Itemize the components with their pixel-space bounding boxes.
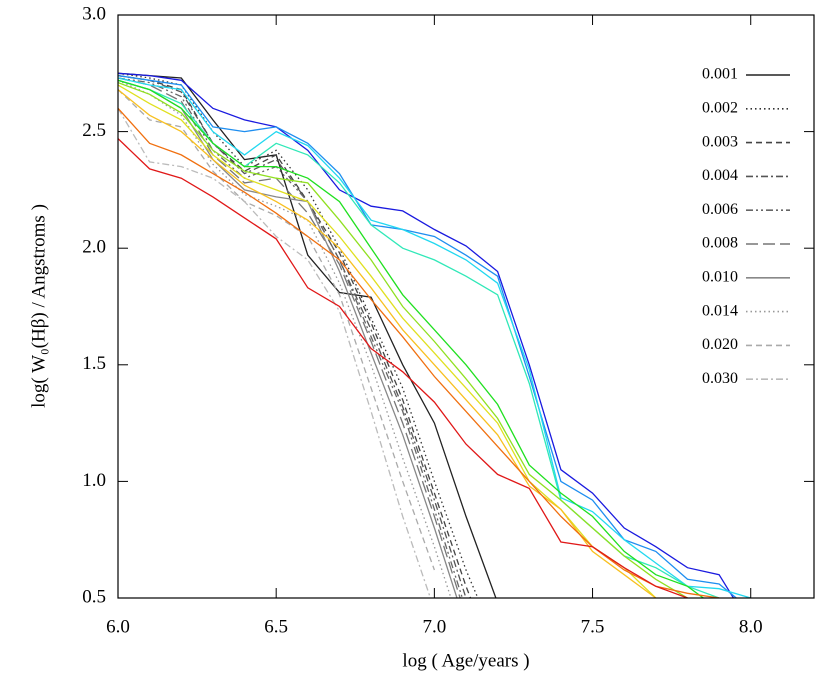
model-line-gray (118, 107, 432, 598)
legend-label: 0.004 (702, 167, 738, 184)
model-line-gray (118, 77, 463, 598)
legend-label: 0.008 (702, 235, 738, 252)
legend-label: 0.001 (702, 66, 738, 83)
model-line-gray (118, 89, 436, 571)
y-tick-label: 2.5 (82, 120, 106, 141)
model-line (118, 89, 658, 598)
legend-label: 0.002 (702, 99, 738, 116)
model-line-gray (118, 77, 461, 598)
model-line (118, 107, 720, 598)
x-tick-label: 6.0 (106, 616, 130, 637)
x-axis-label: log ( Age/years ) (402, 650, 529, 671)
x-tick-label: 6.5 (264, 616, 288, 637)
x-tick-label: 8.0 (739, 616, 763, 637)
model-line (118, 84, 658, 598)
legend-label: 0.014 (702, 302, 738, 319)
plot-frame (117, 14, 815, 599)
legend-label: 0.010 (702, 268, 738, 285)
y-tick-label: 1.0 (82, 470, 106, 491)
model-line (118, 77, 751, 598)
model-line-gray (118, 79, 452, 598)
plot-area (118, 72, 751, 598)
model-line (118, 74, 738, 598)
y-tick-label: 3.0 (82, 3, 106, 24)
model-line-gray (118, 72, 497, 598)
model-line (118, 138, 690, 598)
x-tick-label: 7.0 (422, 616, 446, 637)
y-tick-label: 1.5 (82, 353, 106, 374)
x-tick-label: 7.5 (581, 616, 605, 637)
model-line (118, 81, 689, 598)
y-tick-label: 2.0 (82, 237, 106, 258)
y-tick-label: 0.5 (82, 586, 106, 607)
model-line (118, 72, 735, 598)
model-line (118, 79, 705, 598)
legend-label: 0.020 (702, 336, 738, 353)
y-axis-label: log( W₀(Hβ) / Angstroms ) (28, 204, 49, 408)
model-line-gray (118, 72, 479, 598)
legend-label: 0.030 (702, 370, 738, 387)
model-line-gray (118, 74, 467, 598)
legend-label: 0.003 (702, 133, 738, 150)
model-line-gray (118, 79, 458, 598)
legend-label: 0.006 (702, 201, 738, 218)
